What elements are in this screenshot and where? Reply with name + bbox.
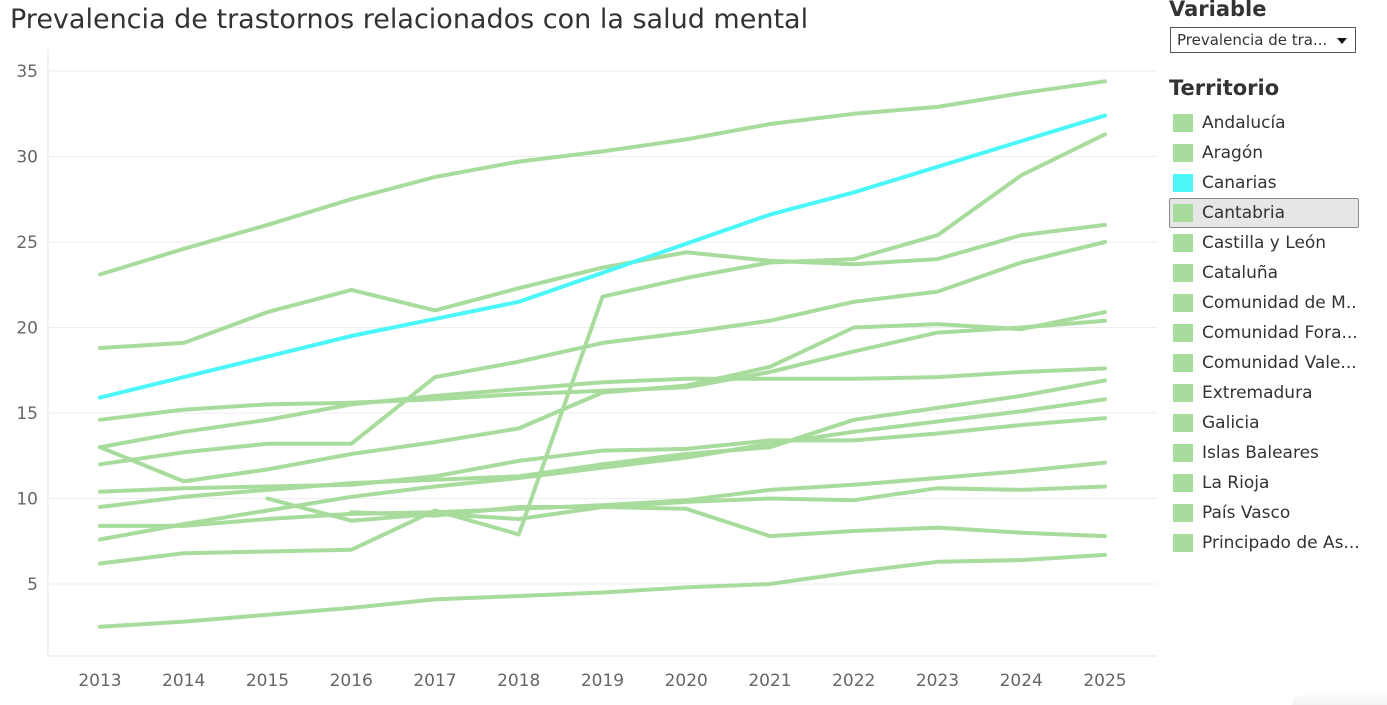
variable-select-value: Prevalencia de tra... <box>1177 31 1328 49</box>
legend-item[interactable]: Castilla y León <box>1169 228 1359 258</box>
series-line[interactable] <box>98 378 1107 509</box>
legend-swatch <box>1173 474 1193 492</box>
legend-swatch <box>1173 324 1193 342</box>
legend-label: Comunidad Vale... <box>1202 353 1357 373</box>
x-tick-label: 2014 <box>162 671 205 691</box>
legend-swatch <box>1173 174 1193 192</box>
series-line[interactable] <box>98 240 1107 467</box>
y-tick-label: 15 <box>16 404 38 424</box>
legend-label: Comunidad de M... <box>1202 293 1358 313</box>
chart-title: Prevalencia de trastornos relacionados c… <box>10 4 809 35</box>
legend-item[interactable]: La Rioja <box>1169 468 1359 498</box>
x-tick-label: 2020 <box>665 671 708 691</box>
series-line[interactable] <box>98 552 1107 629</box>
chevron-down-icon[interactable] <box>1337 38 1347 44</box>
legend-item[interactable]: Comunidad de M... <box>1169 288 1359 318</box>
series-line[interactable] <box>98 132 1107 566</box>
legend-swatch <box>1173 144 1193 162</box>
x-tick-label: 2025 <box>1083 671 1126 691</box>
series-line-highlighted[interactable] <box>98 113 1107 400</box>
legend-item[interactable]: Principado de As... <box>1169 528 1359 558</box>
legend-swatch <box>1173 504 1193 522</box>
x-tick-label: 2021 <box>748 671 791 691</box>
legend-item[interactable]: País Vasco <box>1169 498 1359 528</box>
legend-label: Cantabria <box>1202 203 1286 223</box>
legend-item[interactable]: Aragón <box>1169 138 1359 168</box>
legend-swatch <box>1173 384 1193 402</box>
territory-legend: Andalucía Aragón Canarias Cantabria Castilla… <box>1169 108 1387 558</box>
legend-label: Cataluña <box>1202 263 1279 283</box>
x-tick-label: 2024 <box>1000 671 1043 691</box>
legend-label: País Vasco <box>1202 503 1291 523</box>
series-line[interactable] <box>98 318 1107 422</box>
legend-label: La Rioja <box>1202 473 1270 493</box>
legend-item[interactable]: Galicia <box>1169 408 1359 438</box>
x-tick-label: 2016 <box>330 671 373 691</box>
legend-label: Canarias <box>1202 173 1277 193</box>
legend-swatch <box>1173 534 1193 552</box>
x-tick-label: 2019 <box>581 671 624 691</box>
y-tick-label: 30 <box>16 148 38 168</box>
legend-label: Islas Baleares <box>1202 443 1319 463</box>
x-tick-label: 2018 <box>497 671 540 691</box>
chart-series <box>98 79 1107 629</box>
legend-label: Principado de As... <box>1202 533 1358 553</box>
chart-grid <box>47 50 1157 657</box>
legend-swatch <box>1173 444 1193 462</box>
y-tick-label: 25 <box>16 233 38 253</box>
legend-item[interactable]: Cantabria <box>1169 198 1359 228</box>
legend-swatch <box>1173 264 1193 282</box>
legend-swatch <box>1173 234 1193 252</box>
legend-item[interactable]: Andalucía <box>1169 108 1359 138</box>
x-tick-label: 2015 <box>246 671 289 691</box>
legend-item[interactable]: Cataluña <box>1169 258 1359 288</box>
x-tick-label: 2017 <box>413 671 456 691</box>
legend-item[interactable]: Canarias <box>1169 168 1359 198</box>
y-tick-label: 35 <box>16 62 38 82</box>
y-tick-label: 10 <box>16 490 38 510</box>
x-tick-label: 2023 <box>916 671 959 691</box>
variable-select[interactable]: Prevalencia de tra... <box>1170 27 1356 53</box>
series-line[interactable] <box>98 416 1107 494</box>
legend-label: Aragón <box>1202 143 1264 163</box>
y-tick-label: 5 <box>27 575 38 595</box>
x-tick-label: 2022 <box>832 671 875 691</box>
corner-shadow <box>1292 693 1387 705</box>
series-line[interactable] <box>98 310 1107 484</box>
legend-label: Galicia <box>1202 413 1260 433</box>
legend-swatch <box>1173 114 1193 132</box>
series-line[interactable] <box>98 366 1107 450</box>
legend-label: Extremadura <box>1202 383 1313 403</box>
legend-label: Comunidad Fora... <box>1202 323 1358 343</box>
legend-swatch <box>1173 204 1193 222</box>
variable-heading: Variable <box>1169 0 1267 21</box>
series-line[interactable] <box>98 397 1107 542</box>
legend-swatch <box>1173 294 1193 312</box>
legend-item[interactable]: Comunidad Fora... <box>1169 318 1359 348</box>
legend-label: Andalucía <box>1202 113 1286 133</box>
legend-item[interactable]: Extremadura <box>1169 378 1359 408</box>
series-line[interactable] <box>98 222 1107 350</box>
territory-heading: Territorio <box>1169 76 1280 100</box>
legend-swatch <box>1173 354 1193 372</box>
legend-swatch <box>1173 414 1193 432</box>
legend-item[interactable]: Islas Baleares <box>1169 438 1359 468</box>
legend-label: Castilla y León <box>1202 233 1327 253</box>
x-tick-label: 2013 <box>78 671 121 691</box>
y-tick-label: 20 <box>16 319 38 339</box>
legend-item[interactable]: Comunidad Vale... <box>1169 348 1359 378</box>
series-line[interactable] <box>349 505 1107 539</box>
series-line[interactable] <box>98 79 1107 277</box>
